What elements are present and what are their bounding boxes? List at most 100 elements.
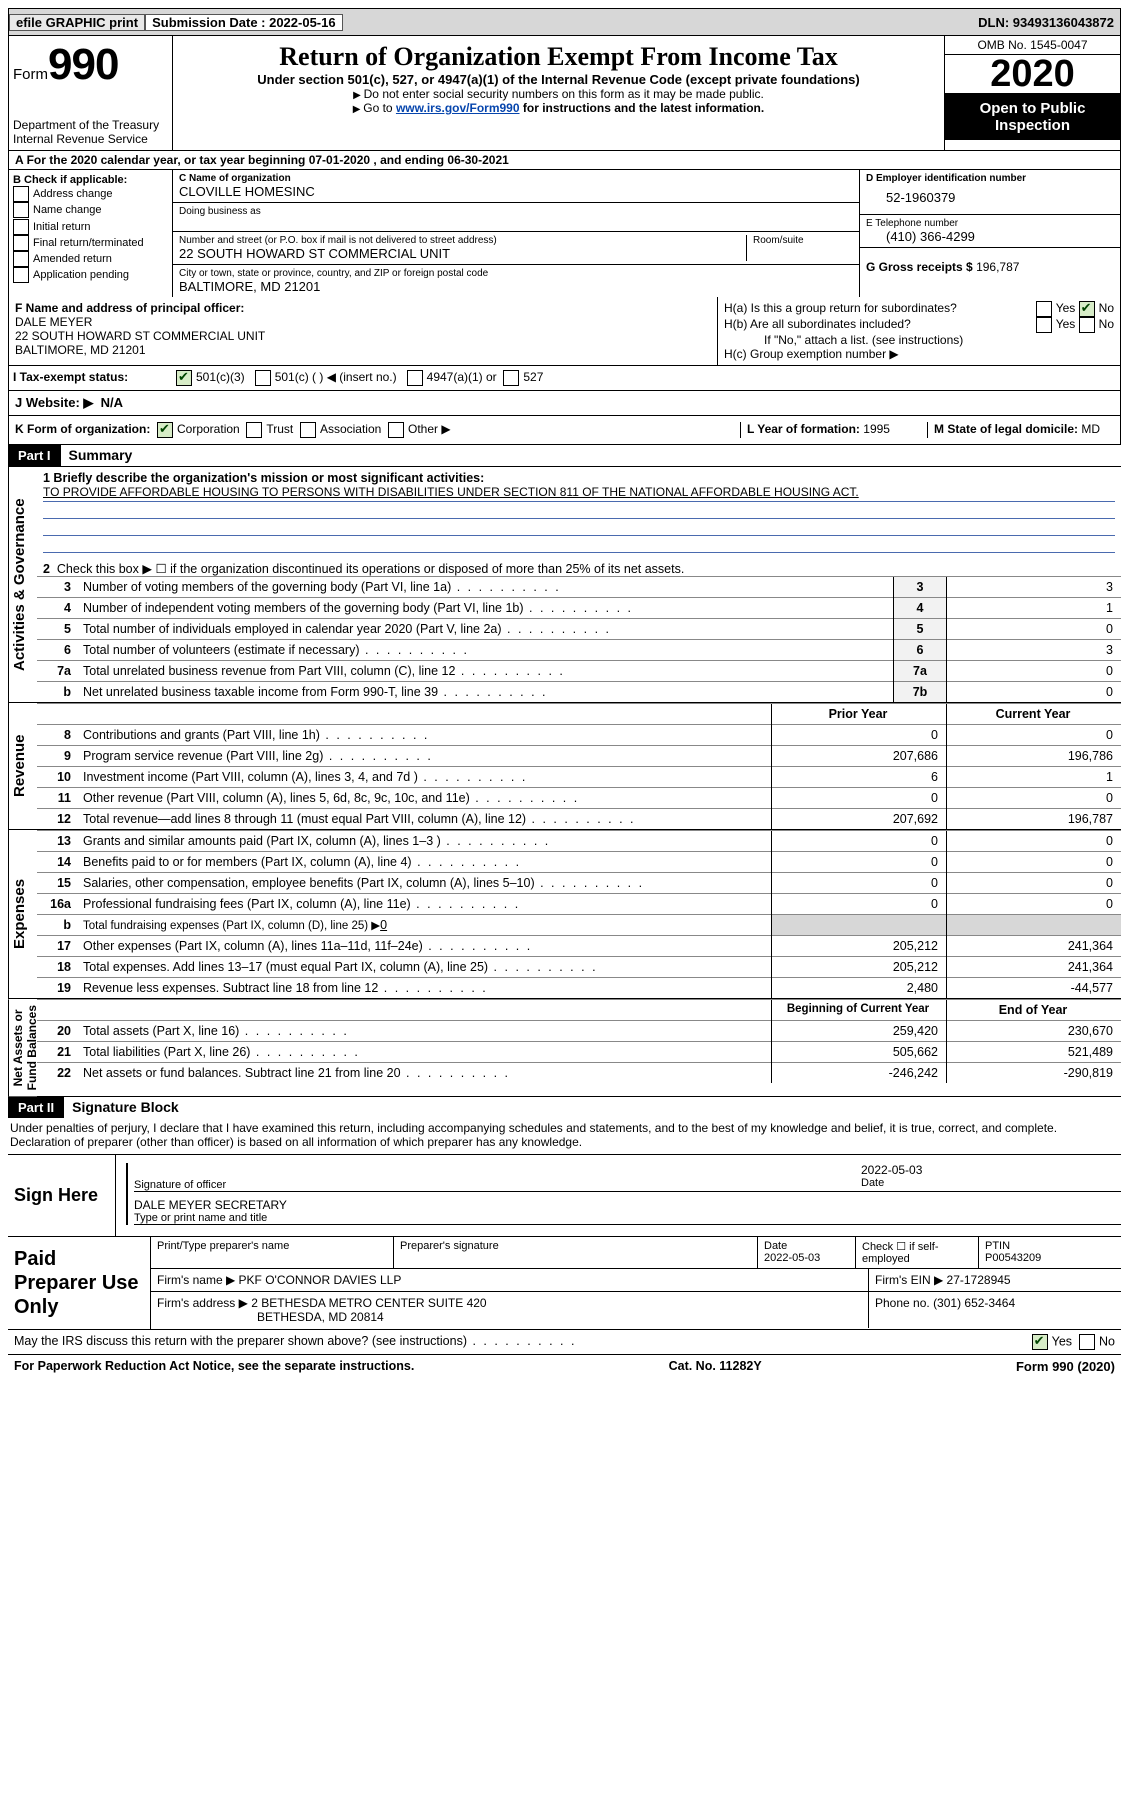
- officer-name: DALE MEYER: [15, 315, 711, 329]
- association-checkbox[interactable]: [300, 422, 316, 438]
- table-row: 15Salaries, other compensation, employee…: [37, 873, 1121, 894]
- table-row: bTotal fundraising expenses (Part IX, co…: [37, 915, 1121, 936]
- page-footer: For Paperwork Reduction Act Notice, see …: [8, 1354, 1121, 1378]
- end-year-header: End of Year: [947, 1000, 1122, 1021]
- table-row: 5Total number of individuals employed in…: [37, 619, 1121, 640]
- table-row: 22Net assets or fund balances. Subtract …: [37, 1063, 1121, 1084]
- hc-label: H(c) Group exemption number ▶: [724, 347, 1114, 361]
- part-2-header: Part IISignature Block: [8, 1097, 1121, 1118]
- form-title: Return of Organization Exempt From Incom…: [181, 42, 936, 72]
- paid-preparer-section: Paid Preparer Use Only Print/Type prepar…: [8, 1236, 1121, 1329]
- efile-button[interactable]: efile GRAPHIC print: [9, 14, 145, 31]
- table-row: 11Other revenue (Part VIII, column (A), …: [37, 788, 1121, 809]
- table-row: 19Revenue less expenses. Subtract line 1…: [37, 978, 1121, 999]
- paid-preparer-label: Paid Preparer Use Only: [8, 1237, 151, 1329]
- top-toolbar: efile GRAPHIC print Submission Date : 20…: [8, 8, 1121, 36]
- form-org-row: K Form of organization: Corporation Trus…: [8, 416, 1121, 445]
- netassets-table: Beginning of Current YearEnd of Year 20T…: [37, 999, 1121, 1083]
- dept-label: Department of the Treasury Internal Reve…: [13, 118, 168, 146]
- perjury-statement: Under penalties of perjury, I declare th…: [8, 1118, 1121, 1152]
- table-row: 3Number of voting members of the governi…: [37, 577, 1121, 598]
- checkbox-address-change[interactable]: [13, 186, 29, 202]
- other-checkbox[interactable]: [388, 422, 404, 438]
- discuss-row: May the IRS discuss this return with the…: [8, 1329, 1121, 1354]
- street-value: 22 SOUTH HOWARD ST COMMERCIAL UNIT: [179, 246, 746, 261]
- discuss-no-checkbox[interactable]: [1079, 1334, 1095, 1350]
- trust-checkbox[interactable]: [246, 422, 262, 438]
- hb-yes-checkbox[interactable]: [1036, 317, 1052, 333]
- table-row: 7aTotal unrelated business revenue from …: [37, 661, 1121, 682]
- instruction-line-2: Go to www.irs.gov/Form990 for instructio…: [181, 101, 936, 115]
- current-year-header: Current Year: [947, 704, 1122, 725]
- org-name-label: C Name of organization: [179, 173, 853, 184]
- ptin-value: P00543209: [985, 1252, 1115, 1264]
- gross-receipts-value: 196,787: [976, 260, 1019, 274]
- preparer-sig-label: Preparer's signature: [394, 1237, 758, 1268]
- officer-label: F Name and address of principal officer:: [15, 301, 711, 315]
- netassets-side-label: Net Assets or Fund Balances: [8, 999, 37, 1096]
- table-row: 9Program service revenue (Part VIII, lin…: [37, 746, 1121, 767]
- table-row: 10Investment income (Part VIII, column (…: [37, 767, 1121, 788]
- checkbox-initial-return[interactable]: [13, 219, 29, 235]
- year-formation: 1995: [863, 422, 890, 436]
- state-domicile: MD: [1081, 422, 1100, 436]
- checkbox-name-change[interactable]: [13, 202, 29, 218]
- typed-name-label: Type or print name and title: [134, 1212, 1121, 1224]
- officer-street: 22 SOUTH HOWARD ST COMMERCIAL UNIT: [15, 329, 711, 343]
- revenue-side-label: Revenue: [8, 703, 37, 829]
- firm-phone: (301) 652-3464: [933, 1296, 1015, 1310]
- officer-city: BALTIMORE, MD 21201: [15, 343, 711, 357]
- prior-year-header: Prior Year: [772, 704, 947, 725]
- q1-label: 1 Briefly describe the organization's mi…: [43, 471, 1115, 485]
- room-label: Room/suite: [753, 235, 853, 246]
- hb-label: H(b) Are all subordinates included?: [724, 317, 1036, 333]
- table-row: 14Benefits paid to or for members (Part …: [37, 852, 1121, 873]
- table-row: 17Other expenses (Part IX, column (A), l…: [37, 936, 1121, 957]
- 501c-checkbox[interactable]: [255, 370, 271, 386]
- sign-here-label: Sign Here: [8, 1155, 116, 1236]
- org-name: CLOVILLE HOMESINC: [179, 184, 853, 199]
- hb-no-checkbox[interactable]: [1079, 317, 1095, 333]
- table-row: 12Total revenue—add lines 8 through 11 (…: [37, 809, 1121, 830]
- tax-exempt-row: I Tax-exempt status: 501(c)(3) 501(c) ( …: [8, 366, 1121, 391]
- checkbox-amended-return[interactable]: [13, 251, 29, 267]
- instruction-line-1: Do not enter social security numbers on …: [181, 87, 936, 101]
- org-info-block: B Check if applicable: Address change Na…: [8, 170, 1121, 297]
- mission-text: TO PROVIDE AFFORDABLE HOUSING TO PERSONS…: [43, 485, 1115, 502]
- preparer-date: 2022-05-03: [764, 1252, 849, 1264]
- table-row: 16aProfessional fundraising fees (Part I…: [37, 894, 1121, 915]
- checkbox-final-return[interactable]: [13, 235, 29, 251]
- table-row: 20Total assets (Part X, line 16)259,4202…: [37, 1021, 1121, 1042]
- begin-year-header: Beginning of Current Year: [772, 1000, 947, 1021]
- phone-value: (410) 366-4299: [866, 229, 1114, 244]
- tax-year: 2020: [945, 55, 1120, 94]
- form990-link[interactable]: www.irs.gov/Form990: [396, 101, 520, 115]
- 4947-checkbox[interactable]: [407, 370, 423, 386]
- ha-no-checkbox[interactable]: [1079, 301, 1095, 317]
- officer-group-row: F Name and address of principal officer:…: [8, 297, 1121, 366]
- public-inspection-banner: Open to PublicInspection: [945, 94, 1120, 140]
- corporation-checkbox[interactable]: [157, 422, 173, 438]
- signature-section: Sign Here Signature of officer 2022-05-0…: [8, 1154, 1121, 1236]
- preparer-name-label: Print/Type preparer's name: [151, 1237, 394, 1268]
- firm-name: PKF O'CONNOR DAVIES LLP: [239, 1273, 402, 1287]
- 501c3-checkbox[interactable]: [176, 370, 192, 386]
- discuss-yes-checkbox[interactable]: [1032, 1334, 1048, 1350]
- ein-value: 52-1960379: [866, 184, 1114, 211]
- section-b-label: B Check if applicable:: [13, 174, 168, 186]
- firm-address-2: BETHESDA, MD 20814: [157, 1310, 862, 1324]
- table-row: 8Contributions and grants (Part VIII, li…: [37, 725, 1121, 746]
- firm-ein: 27-1728945: [947, 1273, 1011, 1287]
- checkbox-application-pending[interactable]: [13, 267, 29, 283]
- cat-number: Cat. No. 11282Y: [669, 1359, 762, 1374]
- table-row: 21Total liabilities (Part X, line 26)505…: [37, 1042, 1121, 1063]
- table-row: 13Grants and similar amounts paid (Part …: [37, 831, 1121, 852]
- governance-table: 3Number of voting members of the governi…: [37, 576, 1121, 702]
- submission-date: Submission Date : 2022-05-16: [145, 14, 343, 31]
- form-header: Form990 Department of the Treasury Inter…: [8, 36, 1121, 151]
- form-version: Form 990 (2020): [1016, 1359, 1115, 1374]
- sig-date: 2022-05-03: [861, 1163, 1121, 1177]
- city-label: City or town, state or province, country…: [179, 268, 853, 279]
- ha-yes-checkbox[interactable]: [1036, 301, 1052, 317]
- 527-checkbox[interactable]: [503, 370, 519, 386]
